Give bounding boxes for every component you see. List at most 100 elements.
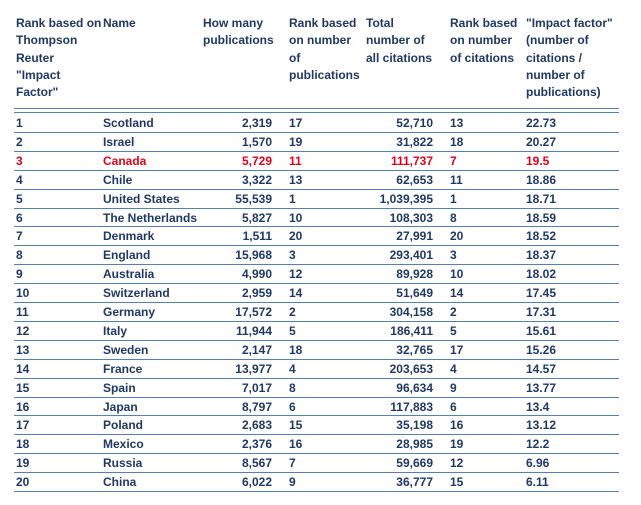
cell: 9	[450, 380, 457, 395]
cell: 1	[450, 191, 457, 206]
cell: 111,737	[390, 153, 433, 168]
cell: 55,539	[235, 191, 272, 206]
cell: 12	[450, 456, 464, 471]
header-text: of citations	[450, 50, 515, 65]
cell: 117,883	[390, 399, 433, 414]
cell: 3	[450, 248, 457, 263]
header-text: publications	[203, 33, 274, 48]
row-rule	[14, 283, 619, 285]
cell: 8,567	[241, 456, 272, 471]
cell: 2,376	[241, 437, 272, 452]
cell: 7	[16, 229, 23, 244]
cell: 4	[16, 172, 23, 187]
cell: 59,669	[396, 456, 433, 471]
header-text: on number	[450, 33, 512, 48]
header-text: "Impact factor"	[526, 16, 613, 30]
cell: 15	[450, 475, 464, 490]
row-rule	[14, 472, 619, 474]
cell: 14.57	[526, 361, 557, 376]
cell: 11,944	[235, 323, 272, 338]
cell: 19.5	[526, 153, 550, 168]
row-rule	[14, 264, 619, 266]
cell: 2,959	[241, 286, 272, 301]
cell: 5	[450, 323, 457, 338]
cell: 17	[289, 116, 303, 130]
cell: 4,990	[241, 267, 272, 282]
cell: England	[103, 248, 151, 263]
cell: Poland	[103, 418, 144, 433]
cell: 7	[450, 153, 457, 168]
cell: 20	[289, 229, 303, 244]
cell: 89,928	[396, 267, 433, 282]
cell: Israel	[103, 134, 135, 149]
cell: 6.11	[526, 475, 549, 490]
cell: 16	[16, 399, 30, 414]
cell: Switzerland	[103, 286, 170, 301]
cell: 17.45	[526, 286, 557, 301]
row-rule	[14, 302, 619, 303]
cell: 10	[450, 267, 464, 282]
cell: 13.12	[526, 418, 557, 433]
cell: 18.86	[526, 172, 557, 187]
header-text: number of	[366, 33, 425, 48]
row-rule	[14, 434, 619, 436]
cell: 19	[289, 134, 303, 149]
cell: 17.31	[526, 305, 557, 319]
cell: 1,039,395	[379, 191, 433, 206]
header-text: (number of	[526, 33, 589, 48]
cell: 18.02	[526, 267, 557, 282]
cell: 19	[16, 456, 30, 471]
cell: 5	[289, 323, 296, 338]
cell: 13	[450, 116, 464, 130]
cell: Canada	[103, 153, 147, 168]
row-rule	[14, 169, 619, 171]
cell: 17	[16, 418, 30, 433]
cell: 5	[16, 191, 23, 206]
row-rule	[14, 188, 619, 190]
cell: 16	[289, 437, 303, 452]
header-text: Total	[366, 16, 394, 30]
header-rule	[14, 112, 619, 113]
cell: 51,649	[396, 286, 433, 301]
cell: 304,158	[389, 305, 433, 319]
cell: 15	[289, 418, 303, 433]
cell: Chile	[103, 172, 133, 187]
row-rule	[14, 150, 619, 152]
cell: 18.52	[526, 229, 557, 244]
cell: 52,710	[396, 116, 433, 130]
cell: 20	[16, 475, 30, 490]
cell: 6.96	[526, 456, 550, 471]
cell: 18.71	[526, 191, 557, 206]
cell: 3,322	[241, 172, 272, 187]
cell: 5,729	[241, 153, 272, 168]
cell: 19	[450, 437, 464, 452]
cell: United States	[103, 191, 180, 206]
header-text: Thompson	[16, 33, 78, 48]
cell: 13	[16, 342, 30, 357]
row-rule	[14, 339, 619, 341]
row-rule	[14, 131, 619, 133]
cell: 13	[289, 172, 303, 187]
cell: 18.59	[526, 210, 557, 225]
cell: 2,683	[241, 418, 272, 433]
cell: 12	[289, 267, 303, 282]
cell: 2,147	[241, 342, 272, 357]
cell: 2,319	[241, 116, 272, 130]
cell: 2	[289, 305, 296, 319]
cell: 14	[289, 286, 303, 301]
cell: Germany	[103, 305, 156, 319]
cell: Australia	[103, 267, 155, 282]
cell: 18	[289, 342, 303, 357]
cell: Denmark	[103, 229, 155, 244]
header-rule	[14, 108, 619, 109]
cell: 6,022	[241, 475, 272, 490]
header-text: Rank based on	[16, 16, 102, 30]
cell: 8	[16, 248, 23, 263]
cell: 10	[16, 286, 30, 301]
row-rule	[14, 415, 619, 417]
cell: 35,198	[396, 418, 433, 433]
cell: 20	[450, 229, 464, 244]
cell: 13.77	[526, 380, 557, 395]
header-text: Factor"	[16, 85, 59, 100]
cell: 1,570	[241, 134, 272, 149]
